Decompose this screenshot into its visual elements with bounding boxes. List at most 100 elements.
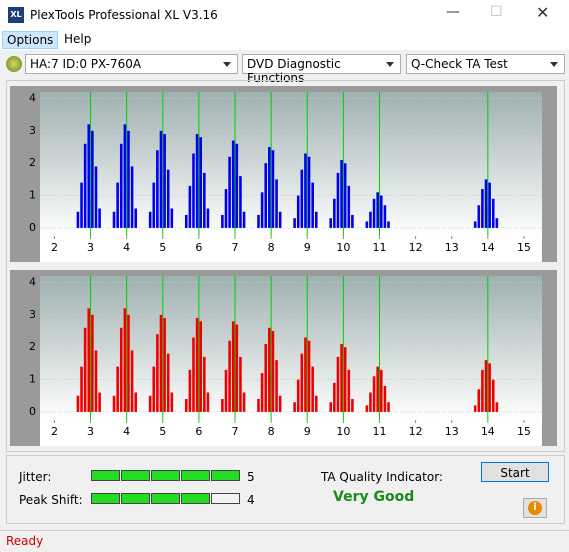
x-tick-label: 9	[304, 425, 311, 438]
bar	[336, 356, 340, 412]
y-tick-label: 2	[29, 340, 36, 353]
bar	[239, 176, 242, 228]
minimize-button[interactable]: —	[446, 4, 460, 20]
bar	[159, 130, 163, 228]
bar	[376, 366, 379, 412]
title-bar: XL PlexTools Professional XL V3.16 — ☐ ✕	[0, 0, 569, 30]
info-button[interactable]: i	[523, 498, 547, 518]
y-tick-label: 4	[29, 91, 36, 104]
x-tick-label: 2	[51, 425, 58, 438]
bar	[264, 343, 268, 412]
bar	[347, 185, 351, 228]
bar	[170, 392, 174, 412]
menu-bar: Options Help	[0, 30, 569, 50]
bar	[379, 195, 383, 228]
bar	[329, 402, 333, 412]
bar	[134, 392, 138, 412]
bar	[184, 398, 188, 412]
bar	[477, 389, 481, 412]
bar	[333, 382, 336, 412]
bar	[271, 150, 275, 228]
bar	[221, 214, 224, 228]
bar	[224, 189, 228, 228]
bar	[307, 156, 311, 228]
menu-item[interactable]: Options	[2, 31, 59, 49]
start-button[interactable]: Start	[481, 462, 549, 482]
bar	[336, 172, 340, 228]
bar	[235, 143, 239, 228]
function-select[interactable]: DVD Diagnostic Functions	[242, 54, 401, 85]
meter-segment	[91, 470, 120, 481]
close-button[interactable]: ✕	[536, 3, 550, 22]
bar	[293, 402, 296, 412]
x-tick-label: 6	[195, 425, 202, 438]
peak-shift-label: Peak Shift:	[19, 493, 83, 507]
bar	[257, 214, 260, 228]
bar	[491, 379, 495, 412]
y-tick-label: 3	[29, 124, 36, 137]
bar	[119, 327, 123, 412]
meter-segment	[151, 493, 180, 504]
x-tick-label: 14	[481, 425, 495, 438]
meter-segment	[151, 470, 180, 481]
bar	[91, 314, 94, 412]
bar	[206, 392, 210, 412]
x-tick-label: 4	[123, 425, 130, 438]
bar	[94, 350, 98, 412]
y-tick-label: 2	[29, 156, 36, 169]
bar	[278, 211, 282, 228]
bar	[387, 221, 390, 228]
bar	[203, 172, 206, 228]
bar	[304, 337, 307, 412]
bar	[112, 211, 116, 228]
x-tick-label: 14	[481, 241, 495, 254]
y-tick-label: 4	[29, 275, 36, 288]
x-tick-label: 15	[517, 241, 531, 254]
test-select[interactable]: Q-Check TA Test	[406, 54, 565, 74]
bar	[488, 363, 491, 412]
bar	[268, 327, 271, 412]
bar	[148, 395, 152, 412]
meter-segment	[121, 493, 150, 504]
y-tick-label: 0	[29, 405, 36, 418]
bar	[199, 137, 203, 228]
bar	[152, 182, 156, 228]
bar	[293, 218, 296, 228]
bar	[340, 159, 343, 228]
x-tick-label: 11	[372, 425, 386, 438]
results-panel: Jitter: 5 Peak Shift: 4 TA Quality Indic…	[6, 455, 565, 524]
bar	[80, 182, 83, 228]
bar	[491, 198, 495, 228]
bar	[484, 179, 488, 228]
meter-segment	[91, 493, 120, 504]
bar	[257, 398, 260, 412]
status-text: Ready	[6, 534, 44, 548]
drive-select[interactable]: HA:7 ID:0 PX-760A	[25, 54, 238, 74]
bar	[163, 134, 166, 228]
bar	[94, 166, 98, 228]
bar	[376, 192, 379, 228]
bar	[260, 192, 264, 228]
bar	[473, 405, 477, 412]
bar	[314, 395, 318, 412]
maximize-button[interactable]: ☐	[490, 4, 503, 20]
bar	[156, 334, 159, 412]
jitter-value: 5	[247, 470, 255, 484]
bar	[307, 340, 311, 412]
bar	[477, 205, 481, 228]
x-axis-band	[40, 420, 542, 446]
menu-item[interactable]: Help	[64, 32, 92, 46]
bar	[260, 373, 264, 412]
meter-segment	[211, 493, 240, 504]
bar	[231, 321, 235, 412]
bar	[148, 211, 152, 228]
bar	[340, 343, 343, 412]
bar	[473, 221, 477, 228]
bar	[83, 143, 87, 228]
bar	[481, 189, 484, 228]
bar	[116, 366, 119, 412]
bar	[112, 395, 116, 412]
bar	[228, 156, 231, 228]
meter-segment	[211, 470, 240, 481]
